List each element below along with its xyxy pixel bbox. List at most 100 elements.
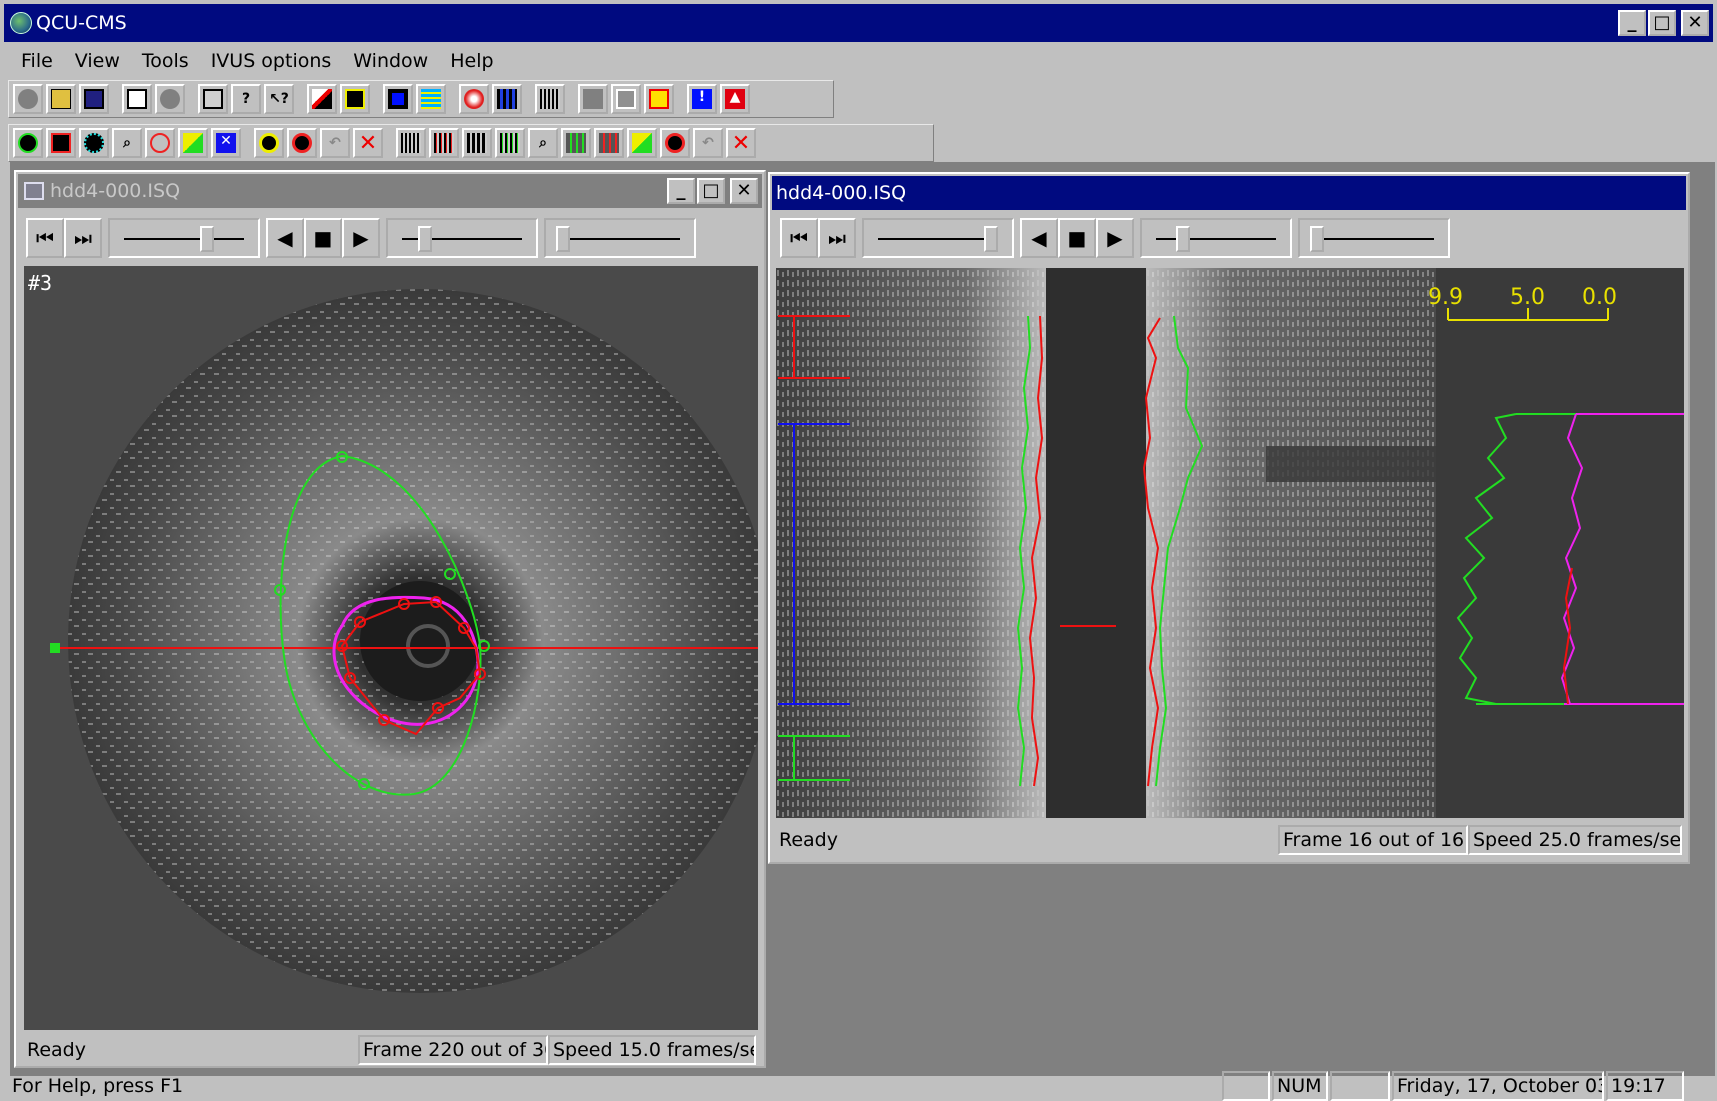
bars-1-button[interactable]: [396, 128, 426, 158]
red-edge-button[interactable]: [594, 128, 624, 158]
last-frame-button[interactable]: ⏭: [64, 218, 102, 258]
left-maximize-button[interactable]: □: [697, 178, 725, 204]
blue-x-button[interactable]: ✕: [211, 128, 241, 158]
undo-button[interactable]: ↶: [320, 128, 350, 158]
menu-view[interactable]: View: [74, 50, 120, 72]
menu-help[interactable]: Help: [450, 50, 494, 72]
window-button[interactable]: [611, 84, 641, 114]
list-button[interactable]: [416, 84, 446, 114]
right-play-button[interactable]: ▶: [1096, 218, 1134, 258]
contour-cyan-button[interactable]: [79, 128, 109, 158]
first-frame-button[interactable]: ⏮: [26, 218, 64, 258]
right-speed-slider[interactable]: [1140, 218, 1292, 258]
play-reverse-button[interactable]: ◀: [266, 218, 304, 258]
ring-yellow-button[interactable]: [254, 128, 284, 158]
status-time: 19:17: [1606, 1071, 1684, 1101]
right-stop-button[interactable]: ■: [1058, 218, 1096, 258]
right-status-ready: Ready: [779, 829, 838, 851]
edit-yellow-button[interactable]: [178, 128, 208, 158]
green-edge-button[interactable]: [561, 128, 591, 158]
contrast-slider[interactable]: [544, 218, 696, 258]
right-frame-slider[interactable]: [862, 218, 1014, 258]
longview-button[interactable]: [535, 84, 565, 114]
right-first-frame-button[interactable]: ⏮: [780, 218, 818, 258]
import-button[interactable]: [122, 84, 152, 114]
context-help-button[interactable]: ↖?: [264, 84, 294, 114]
contour-green-button[interactable]: [13, 128, 43, 158]
right-status-frame: Frame 16 out of 16: [1278, 825, 1468, 855]
delete-button[interactable]: ✕: [353, 128, 383, 158]
open-folder-button[interactable]: [46, 84, 76, 114]
bars-3-button[interactable]: [462, 128, 492, 158]
toolbar-main: ? ↖? ! ▲: [8, 80, 834, 118]
left-statusbar: Ready Frame 220 out of 30 Speed 15.0 fra…: [24, 1034, 758, 1066]
frame-corner-label: #3: [28, 271, 52, 295]
flower-button[interactable]: [459, 84, 489, 114]
app-title: QCU-CMS: [36, 12, 127, 34]
info-button[interactable]: !: [687, 84, 717, 114]
record-button[interactable]: [155, 84, 185, 114]
menu-ivus-options[interactable]: IVUS options: [210, 50, 332, 72]
calibrate-button[interactable]: [307, 84, 337, 114]
left-window-titlebar[interactable]: hdd4-000.ISQ _ □ ✕: [18, 174, 762, 208]
edit-long-button[interactable]: [627, 128, 657, 158]
ring-red-button[interactable]: [287, 128, 317, 158]
new-button[interactable]: [13, 84, 43, 114]
contour-red-button[interactable]: [46, 128, 76, 158]
ivus-cross-section-image: #3: [24, 266, 758, 1030]
print-button[interactable]: [198, 84, 228, 114]
stop-button[interactable]: ■: [304, 218, 342, 258]
help-button[interactable]: ?: [231, 84, 261, 114]
play-button[interactable]: ▶: [342, 218, 380, 258]
scale-label-max: 9.9: [1428, 285, 1463, 310]
left-window-title: hdd4-000.ISQ: [50, 180, 181, 202]
ivus-longitudinal-image: 9.9 5.0 0.0: [776, 268, 1684, 818]
scale-label-min: 0.0: [1582, 285, 1617, 310]
left-status-speed: Speed 15.0 frames/sec: [548, 1035, 756, 1065]
right-play-reverse-button[interactable]: ◀: [1020, 218, 1058, 258]
app-titlebar[interactable]: QCU-CMS _ □ ✕: [4, 4, 1713, 42]
minimize-button[interactable]: _: [1618, 10, 1646, 36]
menu-bar: File View Tools IVUS options Window Help: [10, 46, 505, 76]
gray-button[interactable]: [578, 84, 608, 114]
columns-button[interactable]: [492, 84, 522, 114]
speed-slider[interactable]: [386, 218, 538, 258]
scroll-indicator: [1330, 1071, 1390, 1101]
maximize-button[interactable]: □: [1648, 10, 1676, 36]
document-icon: [24, 182, 44, 200]
right-contrast-slider[interactable]: [1298, 218, 1450, 258]
left-minimize-button[interactable]: _: [667, 178, 695, 204]
ring-long-button[interactable]: [660, 128, 690, 158]
right-playback-controls: ⏮ ⏭ ◀ ■ ▶: [780, 218, 1456, 258]
toolbar-analysis: ⌕ ✕ ↶ ✕ ⌕ ↶ ✕: [8, 124, 934, 162]
close-button[interactable]: ✕: [1681, 10, 1709, 36]
zoom-button[interactable]: ⌕: [112, 128, 142, 158]
target-button[interactable]: [383, 84, 413, 114]
delete-long-button[interactable]: ✕: [726, 128, 756, 158]
erase-button[interactable]: [145, 128, 175, 158]
warning-button[interactable]: ▲: [720, 84, 750, 114]
right-last-frame-button[interactable]: ⏭: [818, 218, 856, 258]
undo-long-button[interactable]: ↶: [693, 128, 723, 158]
right-statusbar: Ready Frame 16 out of 16 Speed 25.0 fram…: [776, 824, 1684, 856]
right-window-titlebar[interactable]: hdd4-000.ISQ: [772, 176, 1686, 210]
menu-window[interactable]: Window: [353, 50, 429, 72]
left-close-button[interactable]: ✕: [730, 178, 758, 204]
caps-indicator: [1222, 1071, 1270, 1101]
export-button[interactable]: [644, 84, 674, 114]
zoom-long-button[interactable]: ⌕: [528, 128, 558, 158]
save-button[interactable]: [79, 84, 109, 114]
menu-file[interactable]: File: [21, 50, 53, 72]
left-playback-controls: ⏮ ⏭ ◀ ■ ▶: [26, 218, 702, 258]
menu-tools[interactable]: Tools: [141, 50, 189, 72]
bars-4-button[interactable]: [495, 128, 525, 158]
cross-section-viewer[interactable]: #3: [24, 266, 758, 1030]
longitudinal-viewer[interactable]: 9.9 5.0 0.0: [776, 268, 1684, 818]
right-status-speed: Speed 25.0 frames/sec: [1468, 825, 1682, 855]
right-child-window: hdd4-000.ISQ ⏮ ⏭ ◀ ■ ▶: [768, 172, 1690, 864]
bars-2-button[interactable]: [429, 128, 459, 158]
num-indicator: NUM: [1272, 1071, 1328, 1101]
frame-slider[interactable]: [108, 218, 260, 258]
crosshair-button[interactable]: [340, 84, 370, 114]
